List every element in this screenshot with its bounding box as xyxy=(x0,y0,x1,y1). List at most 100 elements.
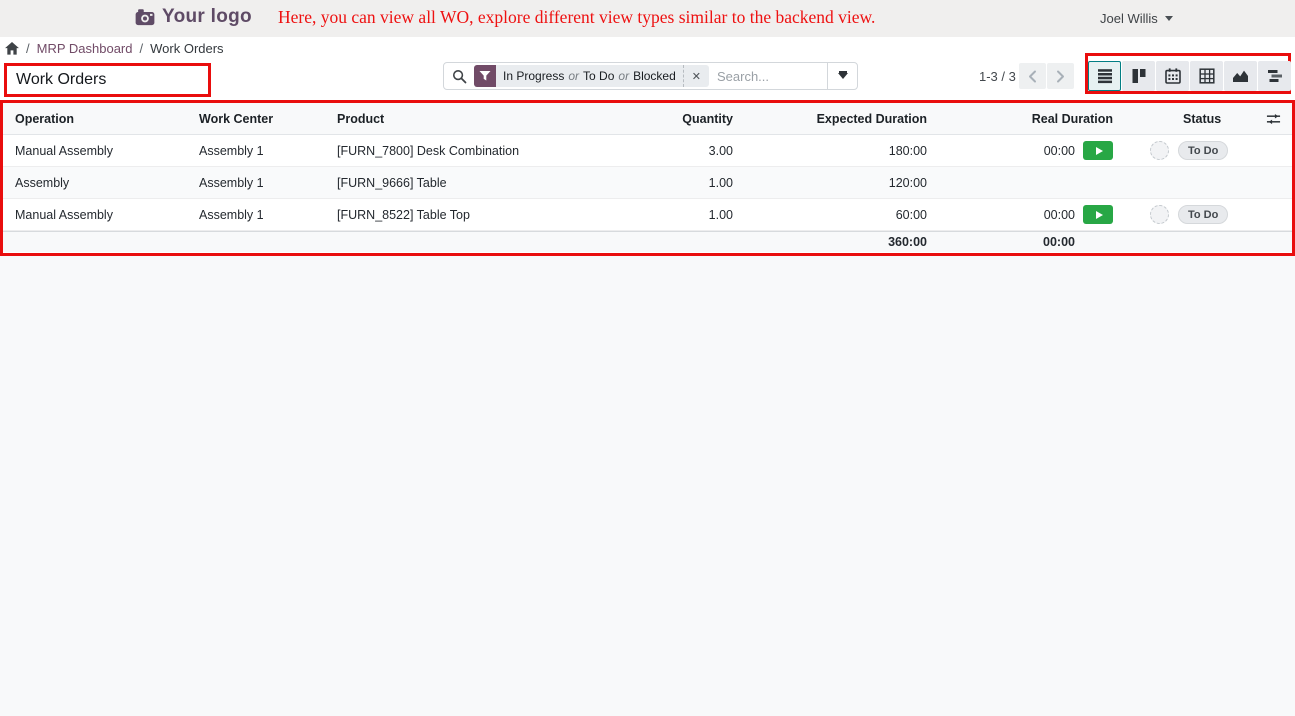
table-header-row: Operation Work Center Product Quantity E… xyxy=(3,103,1292,135)
column-header-work-center[interactable]: Work Center xyxy=(199,111,274,126)
start-timer-button[interactable] xyxy=(1083,141,1113,160)
cell-status xyxy=(1117,167,1254,198)
content-background xyxy=(0,256,1295,716)
view-switcher xyxy=(1088,61,1291,91)
cell-expected-duration: 180:00 xyxy=(888,143,927,158)
footer-spacer xyxy=(199,232,337,252)
column-header-status[interactable]: Status xyxy=(1183,111,1222,126)
start-timer-button[interactable] xyxy=(1083,205,1113,224)
cell-expected-duration: 120:00 xyxy=(888,175,927,190)
work-orders-table: Operation Work Center Product Quantity E… xyxy=(0,100,1295,256)
status-badge[interactable]: To Do xyxy=(1178,205,1229,224)
facet-value: To Do xyxy=(583,69,615,83)
cell-status: To Do xyxy=(1117,135,1254,166)
footer-spacer xyxy=(3,232,199,252)
search-options-toggle[interactable] xyxy=(827,63,857,89)
page-title: Work Orders xyxy=(16,71,107,88)
footer-real-duration-total: 00:00 xyxy=(927,232,1117,252)
kanban-view-icon xyxy=(1132,69,1145,83)
caret-down-icon xyxy=(837,71,848,79)
cell-spacer xyxy=(1254,135,1292,166)
table-row[interactable]: Assembly Assembly 1 [FURN_9666] Table 1.… xyxy=(3,167,1292,199)
footer-spacer xyxy=(1254,232,1292,252)
cell-expected-duration: 60:00 xyxy=(895,207,927,222)
column-header-expected-duration[interactable]: Expected Duration xyxy=(816,111,927,126)
logo-text: Your logo xyxy=(162,6,252,27)
user-menu[interactable]: Joel Willis xyxy=(1100,0,1173,37)
footer-spacer xyxy=(1075,242,1113,243)
breadcrumb-separator: / xyxy=(139,41,144,56)
facet-value: In Progress xyxy=(503,69,565,83)
camera-icon xyxy=(135,9,155,26)
facet-remove-icon[interactable]: ✕ xyxy=(682,65,709,87)
table-row[interactable]: Manual Assembly Assembly 1 [FURN_7800] D… xyxy=(3,135,1292,167)
pager-range: 1-3 / 3 xyxy=(979,68,1016,84)
cell-real-duration xyxy=(927,167,1117,198)
annotation-box-title: Work Orders xyxy=(4,63,211,97)
pager-previous-button[interactable] xyxy=(1019,63,1046,89)
search-bar: In Progress or To Do or Blocked ✕ xyxy=(443,62,858,90)
column-header-operation[interactable]: Operation xyxy=(15,111,75,126)
cell-operation: Manual Assembly xyxy=(15,143,113,158)
cell-real-duration: 00:00 xyxy=(927,135,1117,166)
view-button-kanban[interactable] xyxy=(1122,61,1155,91)
column-header-product[interactable]: Product xyxy=(337,111,385,126)
play-icon xyxy=(1095,210,1103,219)
chevron-left-icon xyxy=(1029,70,1036,82)
column-header-real-duration[interactable]: Real Duration xyxy=(1031,111,1113,126)
pager-next-button[interactable] xyxy=(1047,63,1074,89)
cell-quantity: 1.00 xyxy=(708,207,733,222)
chevron-right-icon xyxy=(1057,70,1064,82)
view-button-gantt[interactable] xyxy=(1258,61,1291,91)
status-badge[interactable]: To Do xyxy=(1178,141,1229,160)
facet-connector: or xyxy=(568,69,580,83)
view-button-list[interactable] xyxy=(1088,61,1121,91)
user-name: Joel Willis xyxy=(1100,11,1158,26)
assignee-avatar[interactable] xyxy=(1150,205,1169,224)
cell-product: [FURN_9666] Table xyxy=(337,175,447,190)
cell-product: [FURN_7800] Desk Combination xyxy=(337,143,520,158)
footer-spacer xyxy=(1117,232,1254,252)
view-button-calendar[interactable] xyxy=(1156,61,1189,91)
real-duration-value: 00:00 xyxy=(1043,143,1075,158)
cell-status: To Do xyxy=(1117,199,1254,230)
cell-operation: Manual Assembly xyxy=(15,207,113,222)
assignee-avatar[interactable] xyxy=(1150,141,1169,160)
cell-quantity: 1.00 xyxy=(708,175,733,190)
list-view-icon xyxy=(1097,69,1112,84)
breadcrumb: / MRP Dashboard / Work Orders xyxy=(5,41,224,56)
cell-operation: Assembly xyxy=(15,175,70,190)
search-input[interactable] xyxy=(708,68,827,84)
gantt-view-icon xyxy=(1267,70,1282,82)
sliders-icon xyxy=(1266,113,1280,124)
cell-work-center: Assembly 1 xyxy=(199,143,264,158)
view-button-graph[interactable] xyxy=(1224,61,1257,91)
tour-annotation-text: Here, you can view all WO, explore diffe… xyxy=(278,7,876,27)
cell-spacer xyxy=(1254,199,1292,230)
calendar-view-icon xyxy=(1164,68,1181,84)
breadcrumb-separator: / xyxy=(26,41,30,56)
breadcrumb-link-mrp-dashboard[interactable]: MRP Dashboard xyxy=(36,41,133,56)
search-icon xyxy=(452,69,467,84)
real-duration-value: 00:00 xyxy=(1043,207,1075,222)
footer-spacer xyxy=(633,232,733,252)
cell-product: [FURN_8522] Table Top xyxy=(337,207,470,222)
company-logo[interactable]: Your logo xyxy=(135,6,252,28)
footer-spacer xyxy=(337,232,633,252)
column-header-quantity[interactable]: Quantity xyxy=(682,111,733,126)
cell-real-duration: 00:00 xyxy=(927,199,1117,230)
table-footer-row: 360:00 00:00 xyxy=(3,231,1292,252)
home-icon[interactable] xyxy=(5,42,19,55)
view-button-pivot[interactable] xyxy=(1190,61,1223,91)
table-row[interactable]: Manual Assembly Assembly 1 [FURN_8522] T… xyxy=(3,199,1292,231)
footer-expected-duration-total: 360:00 xyxy=(888,235,927,249)
chevron-down-icon xyxy=(1164,16,1173,21)
optional-columns-button[interactable] xyxy=(1254,103,1292,134)
cell-spacer xyxy=(1254,167,1292,198)
filter-icon xyxy=(474,65,496,87)
facet-connector: or xyxy=(618,69,630,83)
top-navbar: Your logo Here, you can view all WO, exp… xyxy=(0,0,1295,37)
play-icon xyxy=(1095,146,1103,155)
search-facet-status-filter: In Progress or To Do or Blocked ✕ xyxy=(474,65,709,87)
